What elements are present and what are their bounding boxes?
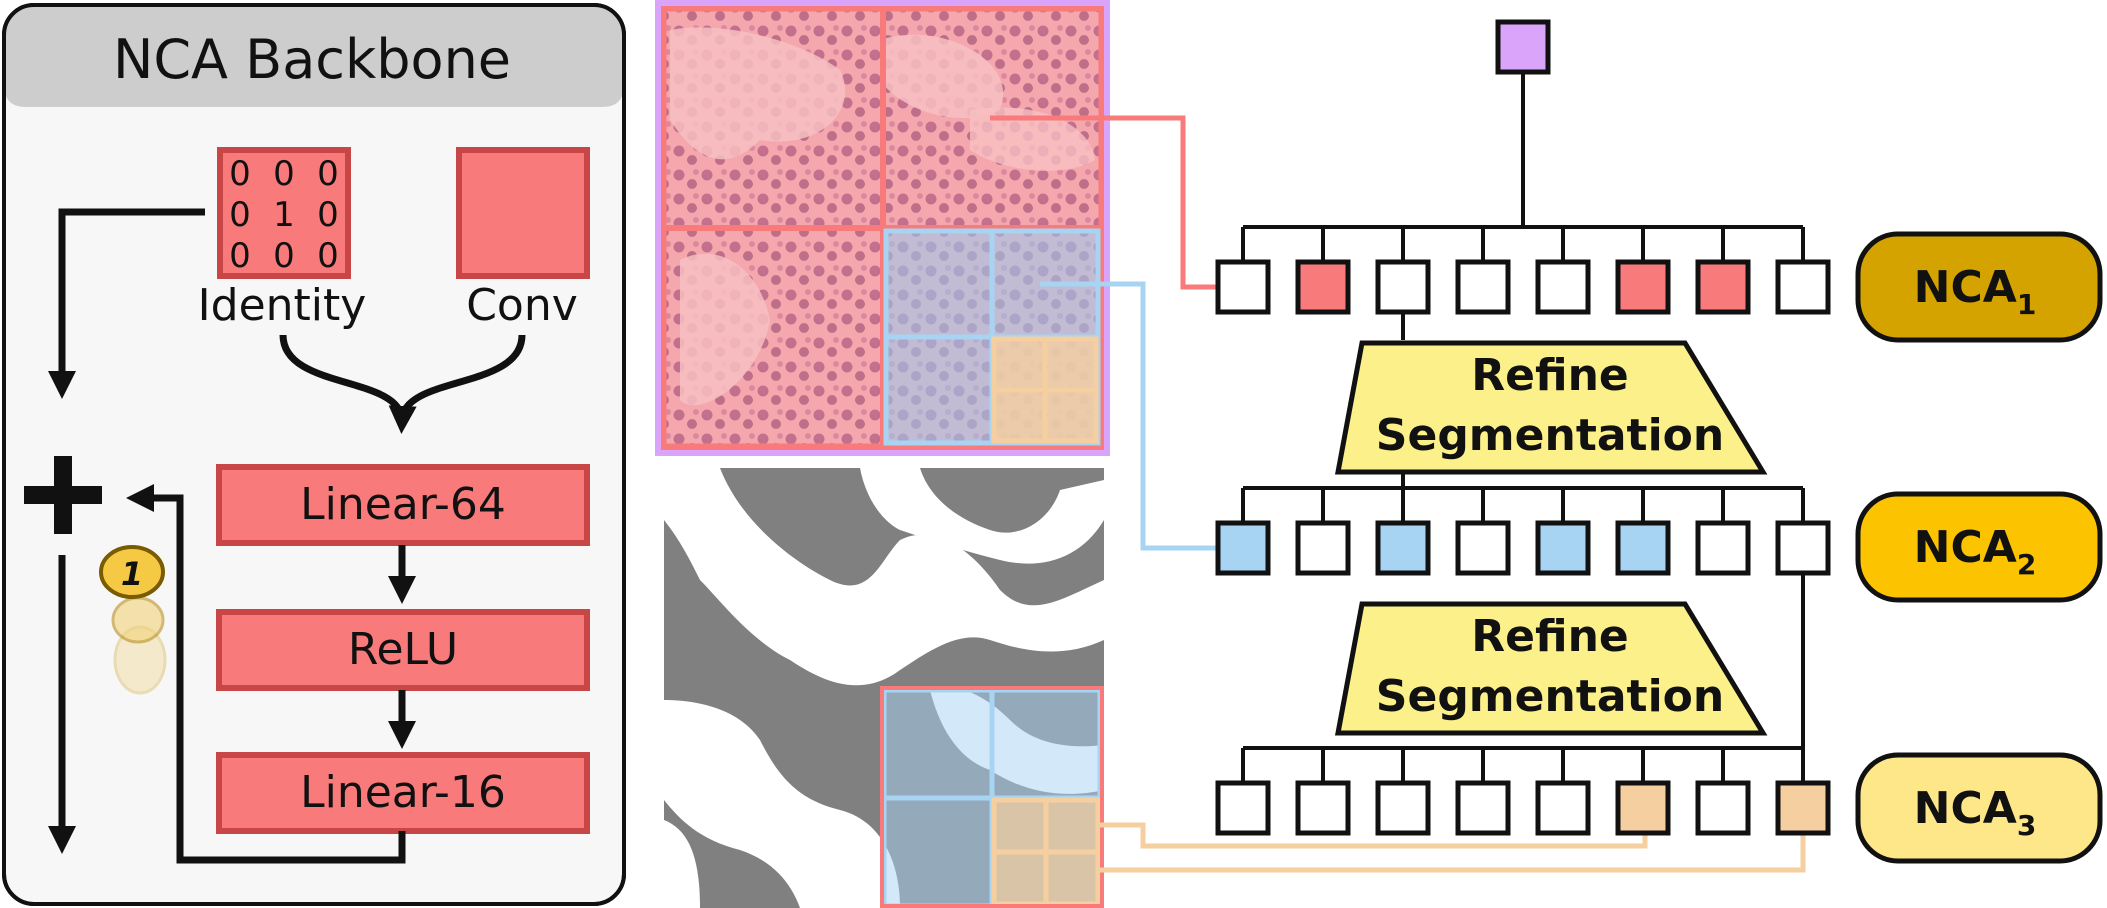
refine-label-line2: Segmentation <box>1376 671 1724 722</box>
nca-2-badge <box>1855 491 2103 603</box>
tree-node-blue <box>1535 520 1591 576</box>
plus-icon <box>24 456 102 534</box>
tree-node-tan <box>1775 780 1831 836</box>
tree-node-red <box>1695 259 1751 315</box>
backbone-title: NCA Backbone <box>113 28 511 91</box>
connector-red <box>990 115 1225 290</box>
nca-3-badge <box>1855 752 2103 864</box>
nca-2-label: NCA2 <box>1914 522 2037 581</box>
identity-matrix: 0 0 0 0 1 0 0 0 0 <box>229 154 339 276</box>
tree-node-empty <box>1775 520 1831 576</box>
identity-kernel <box>217 147 351 279</box>
tree-node-blue <box>1615 520 1671 576</box>
layer-relu <box>216 609 590 691</box>
conv-kernel <box>456 147 590 279</box>
refine-block-1 <box>1334 340 1768 475</box>
tree-node-empty <box>1535 780 1591 836</box>
tree-node-red <box>1295 259 1351 315</box>
nca-3-label: NCA3 <box>1914 783 2037 842</box>
hierarchy-tree: Refine Segmentation Refine Segmentation … <box>1215 19 2103 864</box>
tree-node-empty <box>1295 780 1351 836</box>
matrix-cell: 0 <box>229 236 251 276</box>
matrix-cell: 0 <box>229 195 251 235</box>
tree-level-3 <box>1215 748 1831 836</box>
refine-label-line1: Refine <box>1471 611 1629 662</box>
tree-node-red <box>1615 259 1671 315</box>
layer-relu-label: ReLU <box>348 624 458 675</box>
tree-node-empty <box>1215 259 1271 315</box>
layer-linear-16-label: Linear-16 <box>300 767 506 818</box>
refine-label-line2: Segmentation <box>1376 410 1724 461</box>
merge-arrow-conv <box>388 334 526 434</box>
tree-node-empty <box>1695 520 1751 576</box>
tree-node-empty <box>1455 520 1511 576</box>
tree-node-empty <box>1455 259 1511 315</box>
root-frame <box>655 0 1110 456</box>
tree-level-1 <box>1215 227 1831 315</box>
layer-linear-16 <box>216 752 590 834</box>
backbone-header <box>4 5 624 107</box>
coin-icon: 1 <box>99 545 167 695</box>
tree-level-2 <box>1215 488 1831 576</box>
connector-tan-2 <box>1096 830 1806 873</box>
segmentation-mask <box>664 468 1104 908</box>
matrix-cell: 0 <box>273 154 295 194</box>
tree-node-blue <box>1375 520 1431 576</box>
residual-arrow <box>126 484 406 864</box>
tree-node-empty <box>1775 259 1831 315</box>
skip-arrow <box>48 208 205 399</box>
refine-block-2 <box>1334 601 1768 736</box>
matrix-cell: 1 <box>273 195 295 235</box>
root-node <box>1495 19 1551 75</box>
tree-node-empty <box>1695 780 1751 836</box>
tree-node-empty <box>1215 780 1271 836</box>
tree-node-empty <box>1295 520 1351 576</box>
connector-tan-1 <box>1096 822 1648 849</box>
identity-label: Identity <box>198 280 367 331</box>
coin-label: 1 <box>121 555 143 593</box>
layer-linear-64-label: Linear-64 <box>300 479 506 530</box>
nca-1-label: NCA1 <box>1914 262 2037 321</box>
tree-node-blue <box>1215 520 1271 576</box>
matrix-cell: 0 <box>317 195 339 235</box>
nca-backbone-panel: NCA Backbone 0 0 0 0 1 0 0 0 0 Identity … <box>2 3 626 906</box>
tree-node-empty <box>1375 780 1431 836</box>
matrix-cell: 0 <box>317 236 339 276</box>
nca-1-badge <box>1855 231 2103 343</box>
layer-linear-64 <box>216 464 590 546</box>
matrix-cell: 0 <box>229 154 251 194</box>
tree-node-empty <box>1535 259 1591 315</box>
tree-node-empty <box>1375 259 1431 315</box>
conv-label: Conv <box>466 280 578 331</box>
tree-node-empty <box>1455 780 1511 836</box>
histology-image <box>655 0 1110 456</box>
tree-node-tan <box>1615 780 1671 836</box>
connector-blue <box>1040 281 1225 551</box>
refine-label-line1: Refine <box>1471 350 1629 401</box>
matrix-cell: 0 <box>317 154 339 194</box>
matrix-cell: 0 <box>273 236 295 276</box>
